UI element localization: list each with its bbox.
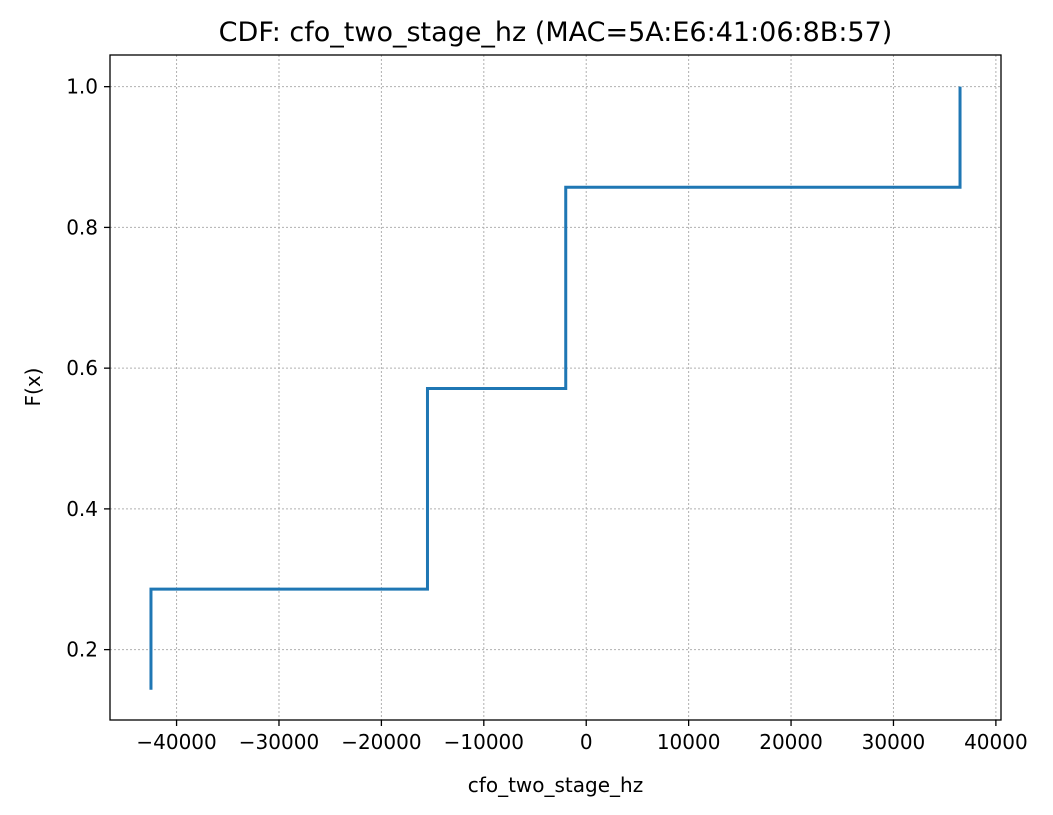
tick-layer: −40000 −30000 −20000 −10000 0 10000 20000 30000… — [66, 75, 1028, 754]
y-tick-label: 0.2 — [66, 638, 98, 662]
plot-frame — [109, 54, 1002, 721]
chart-title: CDF: cfo_two_stage_hz (MAC=5A:E6:41:06:8… — [219, 17, 893, 48]
x-axis-label: cfo_two_stage_hz — [468, 773, 643, 797]
x-tick-label: −40000 — [136, 730, 216, 754]
x-tick-label: 20000 — [759, 730, 823, 754]
x-tick-label: −30000 — [239, 730, 319, 754]
y-tick-label: 1.0 — [66, 75, 98, 99]
series-layer — [149, 86, 962, 690]
y-tick-label: 0.8 — [66, 215, 98, 239]
cdf-step-line — [149, 86, 962, 690]
y-tick-label: 0.4 — [66, 497, 98, 521]
x-tick-label: 10000 — [657, 730, 721, 754]
x-tick-label: 30000 — [862, 730, 926, 754]
x-tick-label: 0 — [580, 730, 593, 754]
y-tick-label: 0.6 — [66, 356, 98, 380]
x-tick-label: −20000 — [341, 730, 421, 754]
x-tick-label: 40000 — [964, 730, 1028, 754]
y-axis-label: F(x) — [21, 368, 45, 407]
x-tick-label: −10000 — [444, 730, 524, 754]
